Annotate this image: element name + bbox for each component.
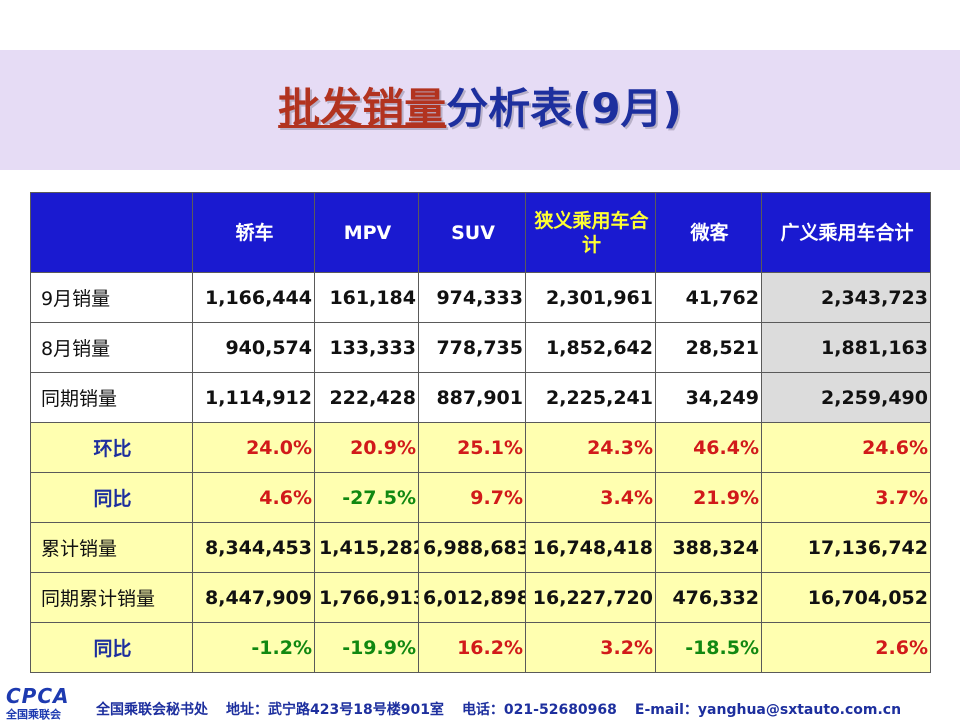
title-part-1: 批发销量 xyxy=(278,84,447,133)
footer-phone: 电话：021-52680968 xyxy=(461,702,617,718)
footer-email: E-mail：yanghua@sxtauto.com.cn xyxy=(634,702,902,718)
table-cell: 2,301,961 xyxy=(525,272,656,323)
table-cell: 17,136,742 xyxy=(761,522,931,573)
table-cell: 25.1% xyxy=(418,422,526,473)
table-cell: 476,332 xyxy=(655,572,762,623)
table-cell: 778,735 xyxy=(418,322,526,373)
table-cell: 6,988,683 xyxy=(418,522,526,573)
table-cell: 2.6% xyxy=(761,622,931,673)
table-cell: 388,324 xyxy=(655,522,762,573)
table-cell: 974,333 xyxy=(418,272,526,323)
table-cell: 161,184 xyxy=(314,272,419,323)
row-label: 环比 xyxy=(30,422,193,473)
row-label: 8月销量 xyxy=(30,322,193,373)
table-cell: 1,114,912 xyxy=(192,372,315,423)
table-cell: 3.7% xyxy=(761,472,931,523)
table-cell: 8,447,909 xyxy=(192,572,315,623)
header-corner xyxy=(30,192,193,273)
table-cell: 133,333 xyxy=(314,322,419,373)
table-cell: -1.2% xyxy=(192,622,315,673)
table-cell: 222,428 xyxy=(314,372,419,423)
table-cell: 24.3% xyxy=(525,422,656,473)
table-row: 9月销量 1,166,444 161,184 974,333 2,301,961… xyxy=(30,272,931,323)
table-cell: 1,852,642 xyxy=(525,322,656,373)
table-cell: 24.6% xyxy=(761,422,931,473)
title-band xyxy=(0,50,960,170)
table-row: 同期销量 1,114,912 222,428 887,901 2,225,241… xyxy=(30,372,931,423)
page-title: 批发销量分析表(9月) xyxy=(0,78,960,140)
table-cell: 2,259,490 xyxy=(761,372,931,423)
table-cell: 4.6% xyxy=(192,472,315,523)
table-cell: 1,881,163 xyxy=(761,322,931,373)
table-cell: -27.5% xyxy=(314,472,419,523)
row-label: 累计销量 xyxy=(30,522,193,573)
header-broad-total: 广义乘用车合计 xyxy=(761,192,931,273)
row-label: 同比 xyxy=(30,472,193,523)
table-cell: 1,766,913 xyxy=(314,572,419,623)
table-row: 同比 4.6% -27.5% 9.7% 3.4% 21.9% 3.7% xyxy=(30,472,931,523)
table-cell: 16,704,052 xyxy=(761,572,931,623)
table-cell: 6,012,898 xyxy=(418,572,526,623)
table-cell: 46.4% xyxy=(655,422,762,473)
logo-subtitle: 全国乘联会 xyxy=(6,708,61,721)
table-row: 同期累计销量 8,447,909 1,766,913 6,012,898 16,… xyxy=(30,572,931,623)
table-cell: 1,166,444 xyxy=(192,272,315,323)
header-suv: SUV xyxy=(418,192,526,273)
table-row: 环比 24.0% 20.9% 25.1% 24.3% 46.4% 24.6% xyxy=(30,422,931,473)
cpca-logo: CPCA 全国乘联会 xyxy=(6,684,92,721)
table-cell: 16.2% xyxy=(418,622,526,673)
table-cell: 21.9% xyxy=(655,472,762,523)
table-cell: -18.5% xyxy=(655,622,762,673)
table-cell: 3.2% xyxy=(525,622,656,673)
footer: CPCA 全国乘联会 全国乘联会秘书处 地址：武宁路423号18号楼901室 电话：… xyxy=(0,680,960,721)
table-cell: 9.7% xyxy=(418,472,526,523)
footer-org: 全国乘联会秘书处 xyxy=(96,702,208,718)
table-cell: 24.0% xyxy=(192,422,315,473)
table-row: 累计销量 8,344,453 1,415,282 6,988,683 16,74… xyxy=(30,522,931,573)
sales-table-container: 轿车 MPV SUV 狭义乘用车合计 微客 广义乘用车合计 9月销量 1,166… xyxy=(30,192,931,673)
table-cell: 3.4% xyxy=(525,472,656,523)
header-narrow-total: 狭义乘用车合计 xyxy=(525,192,656,273)
table-cell: 34,249 xyxy=(655,372,762,423)
table-cell: 41,762 xyxy=(655,272,762,323)
table-cell: 2,343,723 xyxy=(761,272,931,323)
table-cell: 2,225,241 xyxy=(525,372,656,423)
title-part-2: 分析表(9月) xyxy=(446,84,682,133)
logo-mark: CPCA xyxy=(6,684,70,708)
table-cell: 887,901 xyxy=(418,372,526,423)
header-mpv: MPV xyxy=(314,192,419,273)
table-cell: -19.9% xyxy=(314,622,419,673)
table-cell: 940,574 xyxy=(192,322,315,373)
row-label: 同比 xyxy=(30,622,193,673)
table-row: 8月销量 940,574 133,333 778,735 1,852,642 2… xyxy=(30,322,931,373)
table-cell: 8,344,453 xyxy=(192,522,315,573)
table-cell: 16,748,418 xyxy=(525,522,656,573)
table-cell: 28,521 xyxy=(655,322,762,373)
footer-address: 地址：武宁路423号18号楼901室 xyxy=(226,702,444,718)
row-label: 9月销量 xyxy=(30,272,193,323)
table-cell: 16,227,720 xyxy=(525,572,656,623)
table-row: 同比 -1.2% -19.9% 16.2% 3.2% -18.5% 2.6% xyxy=(30,622,931,673)
header-sedan: 轿车 xyxy=(192,192,315,273)
sales-table: 轿车 MPV SUV 狭义乘用车合计 微客 广义乘用车合计 9月销量 1,166… xyxy=(30,192,931,673)
row-label: 同期累计销量 xyxy=(30,572,193,623)
header-minivan: 微客 xyxy=(655,192,762,273)
footer-contact: 全国乘联会秘书处 地址：武宁路423号18号楼901室 电话：021-5268096… xyxy=(96,699,919,719)
header-row: 轿车 MPV SUV 狭义乘用车合计 微客 广义乘用车合计 xyxy=(30,192,931,273)
table-cell: 1,415,282 xyxy=(314,522,419,573)
row-label: 同期销量 xyxy=(30,372,193,423)
table-cell: 20.9% xyxy=(314,422,419,473)
